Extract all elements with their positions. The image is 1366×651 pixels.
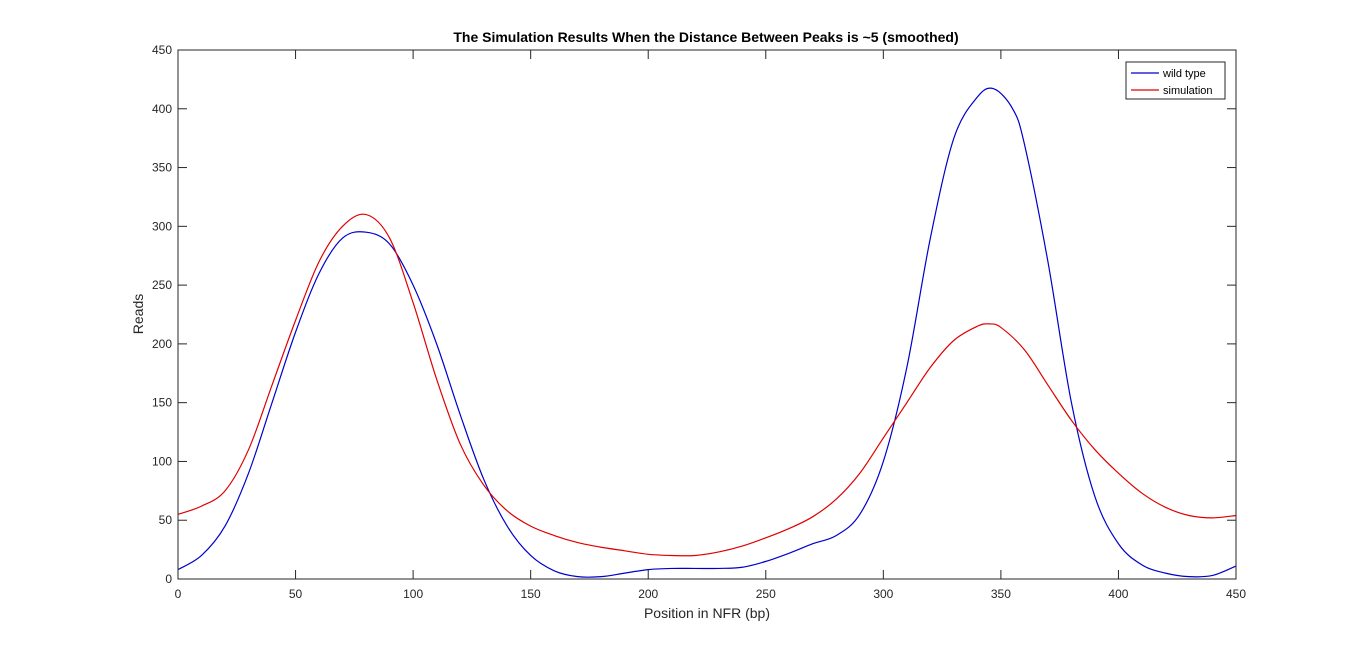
y-tick-label: 0 bbox=[165, 572, 172, 586]
y-tick-label: 350 bbox=[152, 161, 172, 175]
axes-box bbox=[177, 49, 1237, 580]
axes-layer bbox=[177, 49, 1237, 580]
x-tick-label: 300 bbox=[873, 587, 893, 601]
legend: wild type simulation bbox=[1125, 61, 1226, 100]
series-line-wild-type bbox=[177, 87, 1237, 578]
y-axis-label: Reads bbox=[130, 294, 146, 334]
x-tick-label: 400 bbox=[1108, 587, 1128, 601]
x-tick-label: 50 bbox=[289, 587, 303, 601]
x-tick-label: 100 bbox=[403, 587, 423, 601]
series-layer bbox=[177, 87, 1237, 578]
y-tick-label: 400 bbox=[152, 102, 172, 116]
ticks-layer: 0 50 100 150 200 250 300 350 400 450 0 50 100 150 200 2… bbox=[152, 43, 1246, 601]
x-axis-label: Position in NFR (bp) bbox=[644, 605, 770, 621]
y-tick-label: 50 bbox=[159, 513, 173, 527]
chart-title: The Simulation Results When the Distance… bbox=[453, 29, 958, 45]
y-tick-label: 250 bbox=[152, 278, 172, 292]
x-tick-label: 250 bbox=[756, 587, 776, 601]
x-tick-label: 450 bbox=[1226, 587, 1246, 601]
y-tick-label: 100 bbox=[152, 454, 172, 468]
legend-entry: simulation bbox=[1163, 85, 1213, 97]
y-tick-label: 200 bbox=[152, 337, 172, 351]
series-line-simulation bbox=[177, 213, 1237, 557]
x-tick-label: 0 bbox=[175, 587, 182, 601]
x-tick-label: 350 bbox=[991, 587, 1011, 601]
legend-box bbox=[1125, 61, 1226, 100]
y-tick-label: 450 bbox=[152, 43, 172, 57]
x-tick-label: 150 bbox=[521, 587, 541, 601]
x-tick-label: 200 bbox=[638, 587, 658, 601]
legend-entry: wild type bbox=[1162, 68, 1206, 80]
y-tick-label: 300 bbox=[152, 219, 172, 233]
plot-area bbox=[178, 50, 1236, 579]
y-tick-label: 150 bbox=[152, 396, 172, 410]
